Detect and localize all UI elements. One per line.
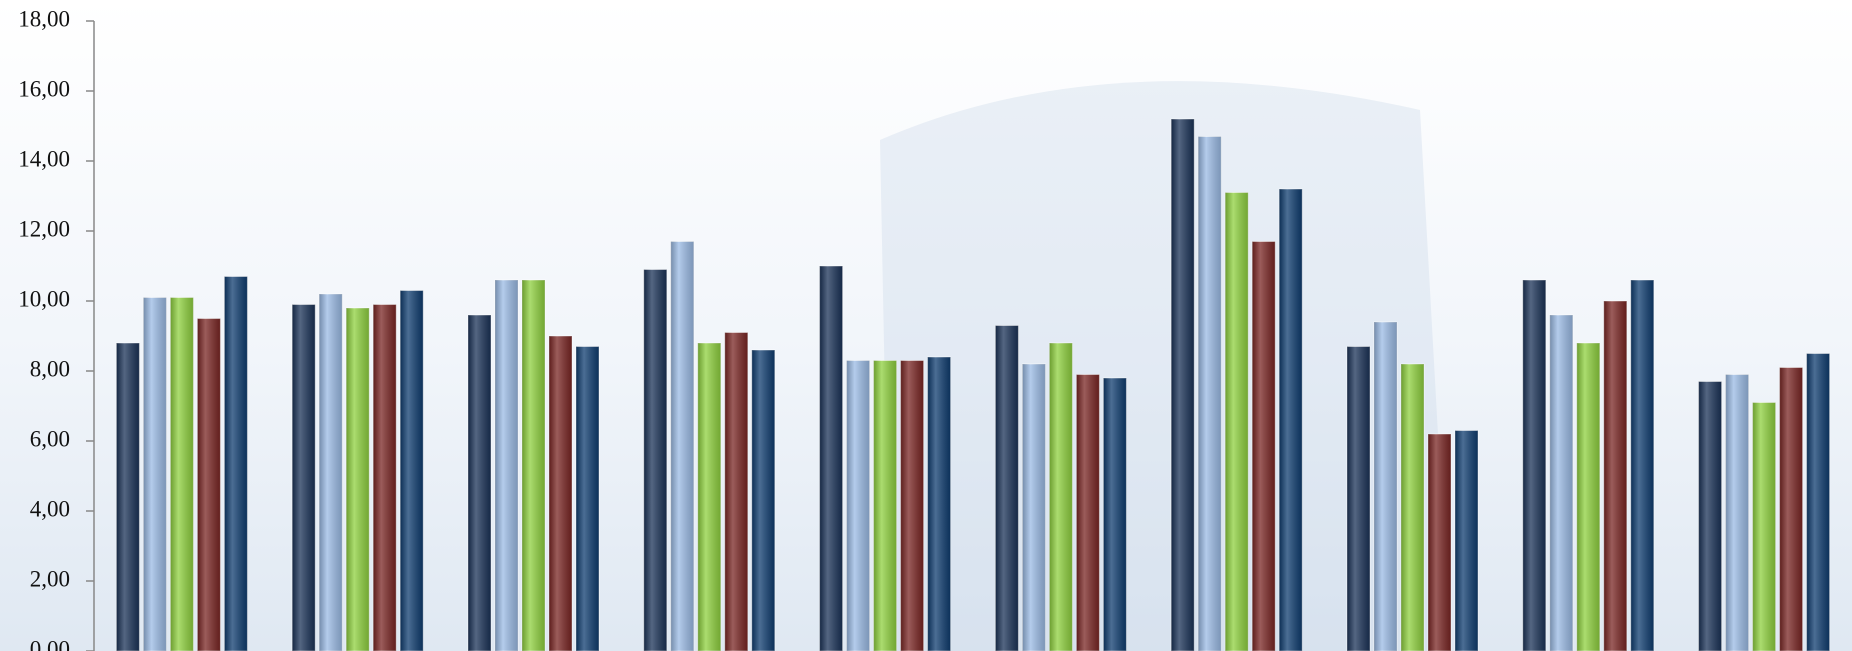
bar <box>345 307 370 651</box>
bar <box>994 325 1019 651</box>
bar <box>196 318 221 651</box>
bar <box>1197 136 1222 651</box>
y-tick-label: 6,00 <box>30 426 70 451</box>
bar <box>1454 430 1479 651</box>
bar <box>1278 188 1303 651</box>
bar <box>575 346 600 651</box>
bar <box>1373 321 1398 651</box>
bar <box>372 304 397 651</box>
y-tick-label: 18,00 <box>18 6 70 31</box>
bar <box>1251 241 1276 651</box>
bar <box>1603 300 1628 651</box>
bar <box>169 297 194 651</box>
bar <box>291 304 316 651</box>
bar <box>1427 433 1452 651</box>
bar <box>670 241 695 651</box>
bar <box>318 293 343 651</box>
bar <box>1549 314 1574 651</box>
bar <box>819 265 844 651</box>
bar <box>1102 377 1127 651</box>
y-tick-label: 0,00 <box>30 636 70 651</box>
bar <box>494 279 519 651</box>
bar <box>643 269 668 651</box>
bar <box>751 349 776 651</box>
y-tick-label: 4,00 <box>30 496 70 521</box>
bar <box>697 342 722 651</box>
bar <box>1400 363 1425 651</box>
bar <box>927 356 952 651</box>
bar <box>1806 353 1831 651</box>
bar <box>1021 363 1046 651</box>
bar <box>399 290 424 651</box>
bar <box>1752 402 1777 651</box>
y-tick-label: 12,00 <box>18 216 70 241</box>
bar <box>1725 374 1750 651</box>
bar <box>1075 374 1100 651</box>
bar <box>223 276 248 651</box>
y-tick-label: 14,00 <box>18 146 70 171</box>
bar <box>1170 118 1195 651</box>
bar <box>1224 192 1249 651</box>
y-tick-label: 10,00 <box>18 286 70 311</box>
bar <box>1522 279 1547 651</box>
bar <box>873 360 898 651</box>
bar <box>1779 367 1804 651</box>
bar <box>1630 279 1655 651</box>
bar <box>1048 342 1073 651</box>
bar <box>1576 342 1601 651</box>
bar <box>900 360 925 651</box>
bar <box>1698 381 1723 651</box>
y-tick-label: 8,00 <box>30 356 70 381</box>
bar <box>521 279 546 651</box>
bar <box>548 335 573 651</box>
bar <box>846 360 871 651</box>
y-tick-label: 2,00 <box>30 566 70 591</box>
bar <box>1346 346 1371 651</box>
bar <box>115 342 140 651</box>
y-tick-label: 16,00 <box>18 76 70 101</box>
bar <box>724 332 749 651</box>
bar <box>467 314 492 651</box>
bar <box>142 297 167 651</box>
